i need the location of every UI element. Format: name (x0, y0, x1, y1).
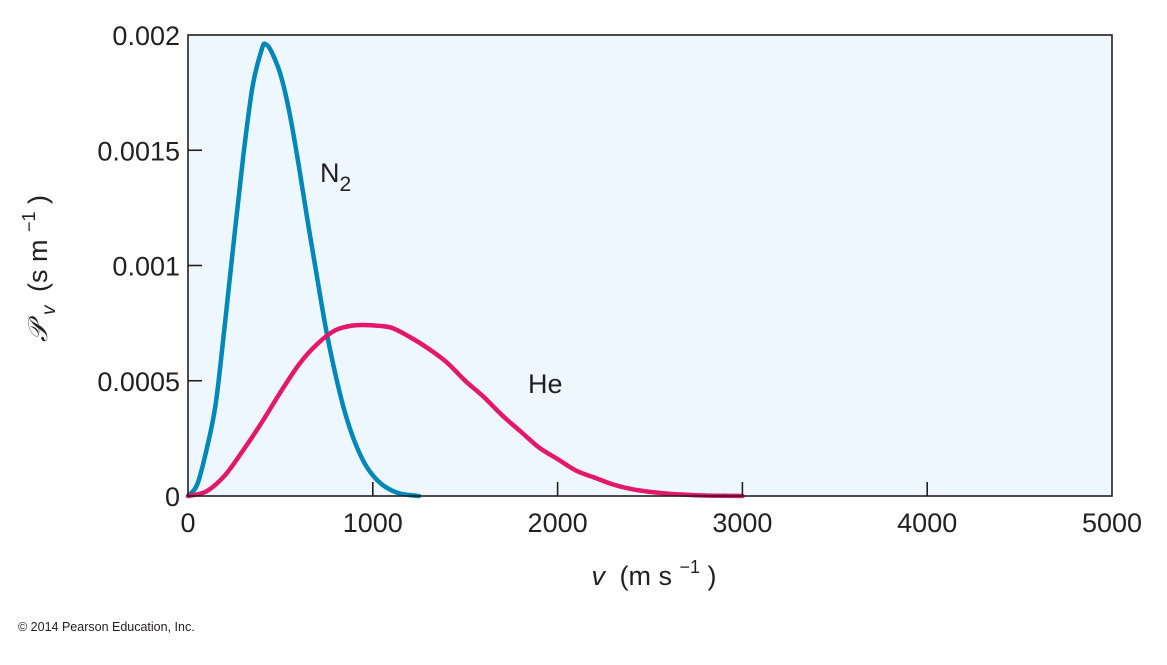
x-tick-label: 4000 (897, 508, 957, 538)
x-axis-symbol: v (591, 561, 606, 591)
series-label-n2: N2 (320, 158, 351, 196)
x-tick-label: 2000 (528, 508, 588, 538)
y-axis-units-close: ) (23, 195, 53, 204)
y-tick-label: 0.002 (112, 21, 180, 51)
series-line-n2 (185, 41, 422, 499)
series-line-he (185, 322, 745, 499)
x-tick-label: 0 (180, 508, 195, 538)
y-tick-label: 0.001 (112, 252, 180, 282)
x-axis-units-close: ) (708, 561, 717, 591)
series-layer: N2 He (185, 41, 745, 499)
x-axis-units: (m s (619, 561, 671, 591)
y-axis-subscript: v (39, 304, 60, 315)
plot-area (188, 35, 1112, 496)
x-tick-label: 5000 (1082, 508, 1142, 538)
x-axis-title: v (m s −1 ) (591, 549, 716, 591)
y-axis-units-exponent: −1 (19, 211, 39, 232)
ticks-layer: 0 1000 2000 3000 4000 5000 0 0.0005 0.001 0.0015 0… (97, 21, 1142, 538)
y-tick-label: 0.0005 (97, 367, 180, 397)
x-tick-label: 1000 (343, 508, 403, 538)
x-axis-units-exponent: −1 (679, 557, 700, 577)
y-axis-title: 𝒫 v (s m −1 ) (11, 195, 61, 342)
x-tick-label: 3000 (712, 508, 772, 538)
y-axis-symbol: 𝒫 (23, 315, 54, 342)
y-tick-label: 0 (165, 482, 180, 512)
copyright-notice: © 2014 Pearson Education, Inc. (18, 620, 195, 634)
y-tick-label: 0.0015 (97, 136, 180, 166)
y-axis-units: (s m (23, 240, 53, 292)
series-label-he: He (528, 369, 563, 399)
